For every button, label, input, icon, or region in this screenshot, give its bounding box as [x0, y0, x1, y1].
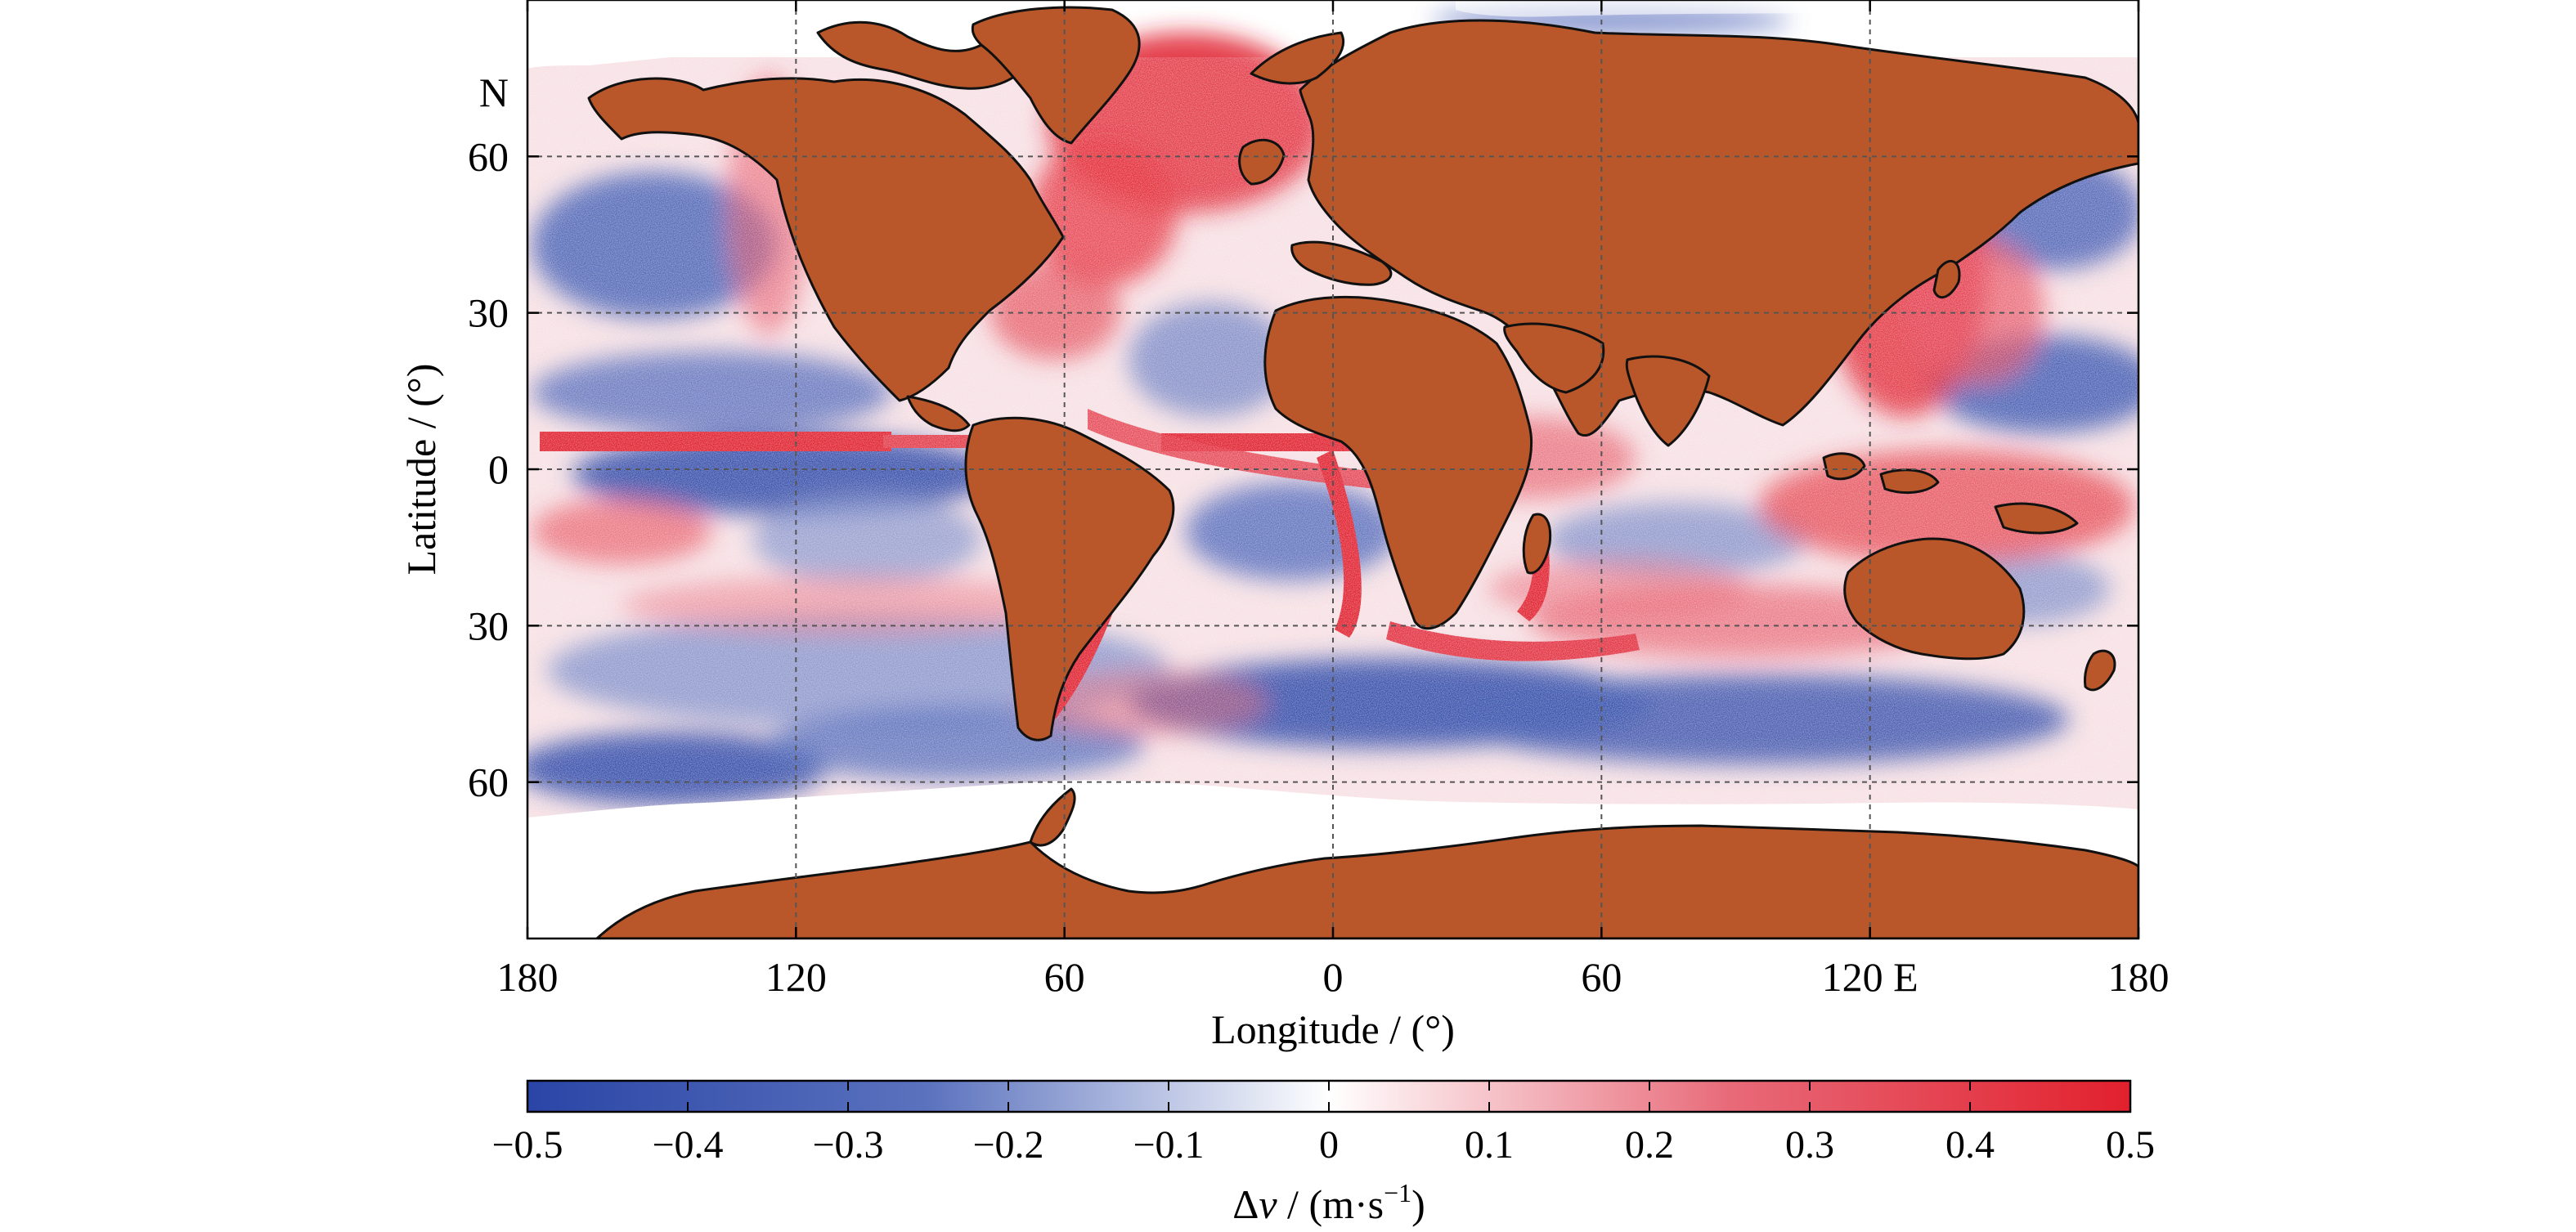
- colorbar-label-symbol: Δ: [1232, 1181, 1259, 1227]
- x-tick-label: 60: [1044, 954, 1085, 1000]
- india: [1625, 355, 1711, 447]
- colorbar-tick-label: −0.1: [1133, 1123, 1204, 1167]
- africa: [1263, 295, 1533, 630]
- x-tick-label: 60: [1581, 954, 1622, 1000]
- y-tick-label: 0: [488, 446, 509, 492]
- greenland: [971, 6, 1141, 145]
- colorbar-tick-label: −0.5: [491, 1123, 563, 1167]
- hemisphere-label-n: N: [479, 69, 509, 115]
- arabia: [1503, 322, 1605, 394]
- x-tick-label: 120: [765, 954, 827, 1000]
- x-tick-label: 180: [497, 954, 559, 1000]
- colorbar-tick-label: 0.1: [1465, 1123, 1514, 1167]
- x-tick-label: 0: [1323, 954, 1344, 1000]
- y-tick-label: 30: [468, 290, 509, 336]
- new-zealand: [2084, 649, 2116, 692]
- colorbar-tick-label: 0.3: [1785, 1123, 1834, 1167]
- y-tick-label: 60: [468, 133, 509, 179]
- colorbar-tick-label: −0.4: [652, 1123, 723, 1167]
- colorbar-label-close: ): [1411, 1181, 1425, 1227]
- colorbar-ticks: −0.5 −0.4 −0.3 −0.2 −0.1 0 0.1 0.2 0.3 0.4 0.5: [491, 1081, 2155, 1167]
- australia: [1843, 537, 2026, 661]
- velocity-field: [527, 0, 2138, 939]
- x-axis-label: Longitude / (°): [1211, 1006, 1455, 1052]
- y-tick-label: 60: [468, 759, 509, 805]
- x-tick-label: 180: [2108, 954, 2170, 1000]
- colorbar-tick-label: 0.2: [1625, 1123, 1674, 1167]
- colorbar-tick-label: 0.5: [2106, 1123, 2155, 1167]
- graticule: [527, 0, 2138, 939]
- y-tick-label: 30: [468, 603, 509, 648]
- y-axis-label: Latitude / (°): [398, 364, 444, 576]
- colorbar-tick-label: 0.4: [1945, 1123, 1995, 1167]
- antarctic-peninsula: [1029, 787, 1076, 847]
- land-masses: [587, 6, 2138, 939]
- colorbar-tick-label: −0.3: [812, 1123, 883, 1167]
- colorbar-tick-label: −0.2: [972, 1123, 1043, 1167]
- colorbar-label-unit: / (m·s: [1277, 1181, 1384, 1227]
- antarctica: [595, 824, 2138, 939]
- x-axis: 180 120 60 0 60 120 E 180: [497, 0, 2170, 1000]
- south-america: [964, 416, 1175, 741]
- maritime-asia: [1822, 259, 2079, 535]
- map-panel: [526, 0, 2140, 940]
- y-axis: 60 30 0 30 60: [468, 133, 2138, 805]
- madagascar: [1522, 513, 1552, 575]
- colorbar: −0.5 −0.4 −0.3 −0.2 −0.1 0 0.1 0.2 0.3 0.4 0.5 Δv …: [491, 1079, 2155, 1227]
- eurasia: [1238, 19, 2138, 437]
- colorbar-label-var: v: [1259, 1181, 1277, 1227]
- x-tick-label: 120 E: [1822, 954, 1919, 1000]
- colorbar-tick-label: 0: [1319, 1123, 1339, 1167]
- colorbar-label-exp: −1: [1384, 1178, 1411, 1207]
- colorbar-label: Δv / (m·s−1): [1232, 1178, 1425, 1227]
